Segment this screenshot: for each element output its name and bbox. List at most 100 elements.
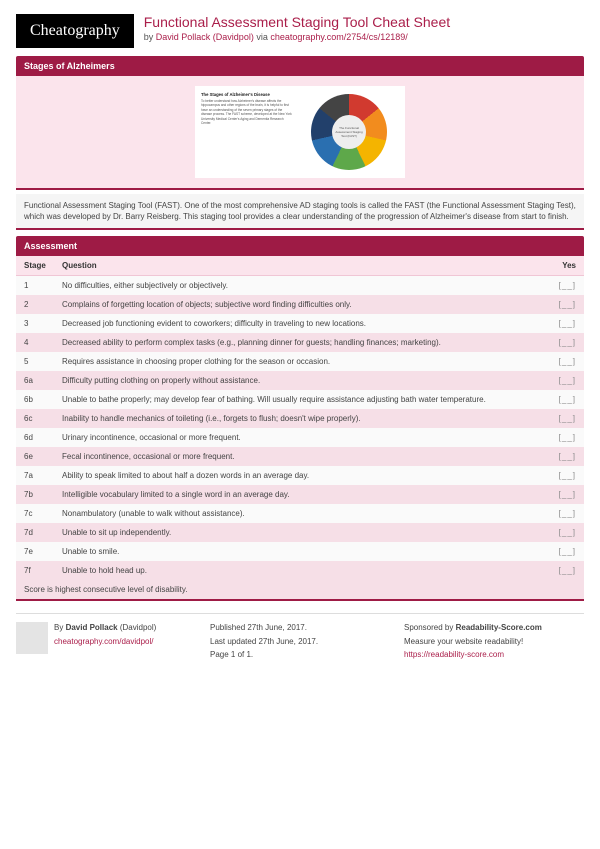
- table-row: 7fUnable to hold head up.[__]: [16, 561, 584, 580]
- cell-yes-checkbox[interactable]: [__]: [550, 485, 584, 504]
- illus-body: To better understand how Alzheimer's dis…: [201, 99, 293, 126]
- table-row: 6bUnable to bathe properly; may develop …: [16, 390, 584, 409]
- cell-question: Urinary incontinence, occasional or more…: [54, 428, 550, 447]
- cell-question: Nonambulatory (unable to walk without as…: [54, 504, 550, 523]
- cell-question: Requires assistance in choosing proper c…: [54, 352, 550, 371]
- footer-author-col: By David Pollack (Davidpol) cheatography…: [16, 622, 196, 662]
- col-yes: Yes: [550, 256, 584, 276]
- table-row: 6cInability to handle mechanics of toile…: [16, 409, 584, 428]
- stages-panel: The Stages of Alzheimer's Disease To bet…: [16, 76, 584, 190]
- sponsor-name: Readability-Score.com: [456, 623, 542, 632]
- footer-meta-col: Published 27th June, 2017. Last updated …: [210, 622, 390, 662]
- cell-yes-checkbox[interactable]: [__]: [550, 542, 584, 561]
- table-row: 1No difficulties, either subjectively or…: [16, 276, 584, 296]
- cell-yes-checkbox[interactable]: [__]: [550, 447, 584, 466]
- table-row: 2Complains of forgetting location of obj…: [16, 295, 584, 314]
- cell-stage: 2: [16, 295, 54, 314]
- footer-author-url[interactable]: cheatography.com/davidpol/: [54, 637, 153, 646]
- cell-stage: 6c: [16, 409, 54, 428]
- footer-author-handle: (Davidpol): [120, 623, 156, 632]
- cell-yes-checkbox[interactable]: [__]: [550, 561, 584, 580]
- cell-question: Intelligible vocabulary limited to a sin…: [54, 485, 550, 504]
- assessment-table: Stage Question Yes 1No difficulties, eit…: [16, 256, 584, 601]
- section-title-stages: Stages of Alzheimers: [16, 56, 584, 76]
- col-question: Question: [54, 256, 550, 276]
- cell-yes-checkbox[interactable]: [__]: [550, 295, 584, 314]
- cell-stage: 5: [16, 352, 54, 371]
- cell-question: Ability to speak limited to about half a…: [54, 466, 550, 485]
- byline: by David Pollack (Davidpol) via cheatogr…: [144, 32, 584, 42]
- cell-question: Unable to smile.: [54, 542, 550, 561]
- cell-question: No difficulties, either subjectively or …: [54, 276, 550, 296]
- table-row: 7aAbility to speak limited to about half…: [16, 466, 584, 485]
- footer-author-name: David Pollack: [66, 623, 118, 632]
- page-title: Functional Assessment Staging Tool Cheat…: [144, 14, 584, 30]
- cell-stage: 7e: [16, 542, 54, 561]
- cell-question: Inability to handle mechanics of toileti…: [54, 409, 550, 428]
- footer-sponsor-col: Sponsored by Readability-Score.com Measu…: [404, 622, 584, 662]
- sponsor-label: Sponsored by: [404, 623, 453, 632]
- cell-question: Decreased ability to perform complex tas…: [54, 333, 550, 352]
- table-row: 5Requires assistance in choosing proper …: [16, 352, 584, 371]
- cell-stage: 6d: [16, 428, 54, 447]
- cell-question: Unable to sit up independently.: [54, 523, 550, 542]
- table-row: 6aDifficulty putting clothing on properl…: [16, 371, 584, 390]
- cell-stage: 4: [16, 333, 54, 352]
- cell-question: Unable to hold head up.: [54, 561, 550, 580]
- cell-yes-checkbox[interactable]: [__]: [550, 333, 584, 352]
- via-label: via: [256, 32, 268, 42]
- cell-yes-checkbox[interactable]: [__]: [550, 428, 584, 447]
- avatar: [16, 622, 48, 654]
- table-row: 7bIntelligible vocabulary limited to a s…: [16, 485, 584, 504]
- cell-stage: 6a: [16, 371, 54, 390]
- assessment-footer-note: Score is highest consecutive level of di…: [16, 580, 584, 600]
- cell-yes-checkbox[interactable]: [__]: [550, 352, 584, 371]
- description-box: Functional Assessment Staging Tool (FAST…: [16, 194, 584, 230]
- cell-yes-checkbox[interactable]: [__]: [550, 409, 584, 428]
- cell-question: Decreased job functioning evident to cow…: [54, 314, 550, 333]
- site-logo: Cheatography: [16, 14, 134, 48]
- stages-illustration: The Stages of Alzheimer's Disease To bet…: [195, 86, 405, 178]
- cell-stage: 3: [16, 314, 54, 333]
- by-label: by: [144, 32, 154, 42]
- table-row: 3Decreased job functioning evident to co…: [16, 314, 584, 333]
- cell-yes-checkbox[interactable]: [__]: [550, 504, 584, 523]
- sponsor-tag: Measure your website readability!: [404, 636, 584, 647]
- footer-published: Published 27th June, 2017.: [210, 622, 390, 633]
- cell-question: Complains of forgetting location of obje…: [54, 295, 550, 314]
- col-stage: Stage: [16, 256, 54, 276]
- cell-stage: 7d: [16, 523, 54, 542]
- cell-question: Unable to bathe properly; may develop fe…: [54, 390, 550, 409]
- stages-wheel-icon: The Functional Assessment Staging Test (…: [311, 94, 387, 170]
- author-link[interactable]: David Pollack (Davidpol): [156, 32, 254, 42]
- cell-yes-checkbox[interactable]: [__]: [550, 390, 584, 409]
- cell-stage: 7c: [16, 504, 54, 523]
- footer-updated: Last updated 27th June, 2017.: [210, 636, 390, 647]
- cell-stage: 6e: [16, 447, 54, 466]
- cell-stage: 6b: [16, 390, 54, 409]
- sponsor-url[interactable]: https://readability-score.com: [404, 650, 504, 659]
- page-footer: By David Pollack (Davidpol) cheatography…: [16, 613, 584, 662]
- cell-yes-checkbox[interactable]: [__]: [550, 276, 584, 296]
- cell-yes-checkbox[interactable]: [__]: [550, 371, 584, 390]
- cell-yes-checkbox[interactable]: [__]: [550, 466, 584, 485]
- table-row: 7dUnable to sit up independently.[__]: [16, 523, 584, 542]
- source-link[interactable]: cheatography.com/2754/cs/12189/: [270, 32, 407, 42]
- table-row: 7eUnable to smile.[__]: [16, 542, 584, 561]
- cell-stage: 7f: [16, 561, 54, 580]
- footer-by: By: [54, 623, 63, 632]
- table-row: 6dUrinary incontinence, occasional or mo…: [16, 428, 584, 447]
- cell-yes-checkbox[interactable]: [__]: [550, 314, 584, 333]
- cell-stage: 1: [16, 276, 54, 296]
- wheel-center-label: The Functional Assessment Staging Test (…: [332, 115, 366, 149]
- table-row: 7cNonambulatory (unable to walk without …: [16, 504, 584, 523]
- footer-page: Page 1 of 1.: [210, 649, 390, 660]
- section-title-assessment: Assessment: [16, 236, 584, 256]
- cell-question: Fecal incontinence, occasional or more f…: [54, 447, 550, 466]
- cell-question: Difficulty putting clothing on properly …: [54, 371, 550, 390]
- table-row: 6eFecal incontinence, occasional or more…: [16, 447, 584, 466]
- cell-yes-checkbox[interactable]: [__]: [550, 523, 584, 542]
- cell-stage: 7b: [16, 485, 54, 504]
- table-row: 4Decreased ability to perform complex ta…: [16, 333, 584, 352]
- illus-title: The Stages of Alzheimer's Disease: [201, 92, 293, 97]
